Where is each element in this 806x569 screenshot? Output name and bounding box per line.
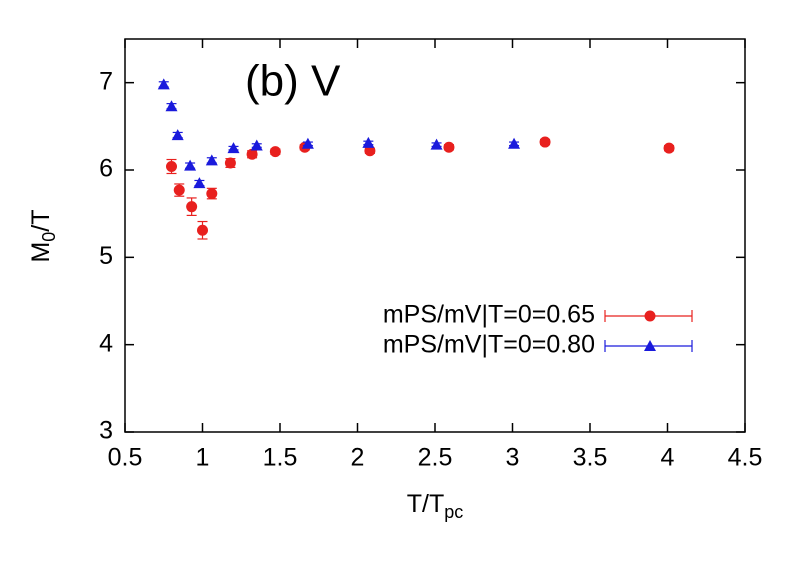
plot-frame [124,38,746,433]
y-label-rest: /T [27,209,55,231]
y-tick-label: 6 [99,155,113,183]
data-point [508,137,521,149]
legend-marker [644,310,656,322]
data-point [193,177,206,189]
data-point [206,188,218,200]
y-tick-label: 4 [99,329,113,357]
data-point [443,141,455,153]
y-axis-label: M0/T [27,209,59,262]
x-tick-label: 4 [661,444,675,472]
x-tick-label: 3 [506,444,520,472]
x-tick-label: 2 [351,444,365,472]
data-point [171,129,184,141]
data-point [301,137,314,149]
data-point [269,146,281,158]
y-label-main: M [27,242,55,263]
x-axis-label: T/Tpc [407,490,464,522]
x-tick-label: 4.5 [728,444,763,472]
x-tick-label: 0.5 [108,444,143,472]
y-tick-label: 5 [99,242,113,270]
annotation: (b) V [245,57,341,106]
data-point [362,136,375,148]
data-point [157,78,170,90]
y-label-sub: 0 [39,232,59,242]
data-point [364,145,376,157]
y-tick-label: 3 [99,417,113,445]
x-label-main: T/T [407,490,445,518]
legend-marker [644,340,656,351]
data-point [184,159,197,171]
data-point [227,142,240,154]
x-tick-label: 1 [196,444,210,472]
legend-label: mPS/mV|T=0=0.65 [383,301,595,329]
y-tick-label: 7 [99,67,113,95]
data-point [250,139,263,151]
data-point [224,157,236,169]
data-point [539,136,551,148]
x-label-sub: pc [444,502,463,522]
data-point [165,100,178,112]
legend-label: mPS/mV|T=0=0.80 [383,331,595,359]
data-point [173,184,185,196]
data-point [166,161,177,173]
data-point [197,224,208,236]
data-point [246,148,258,160]
x-tick-label: 2.5 [418,444,453,472]
data-point [430,138,443,150]
data-point [205,154,218,166]
x-tick-label: 3.5 [573,444,608,472]
data-point [663,142,675,154]
x-tick-label: 1.5 [263,444,298,472]
data-point [186,201,198,213]
